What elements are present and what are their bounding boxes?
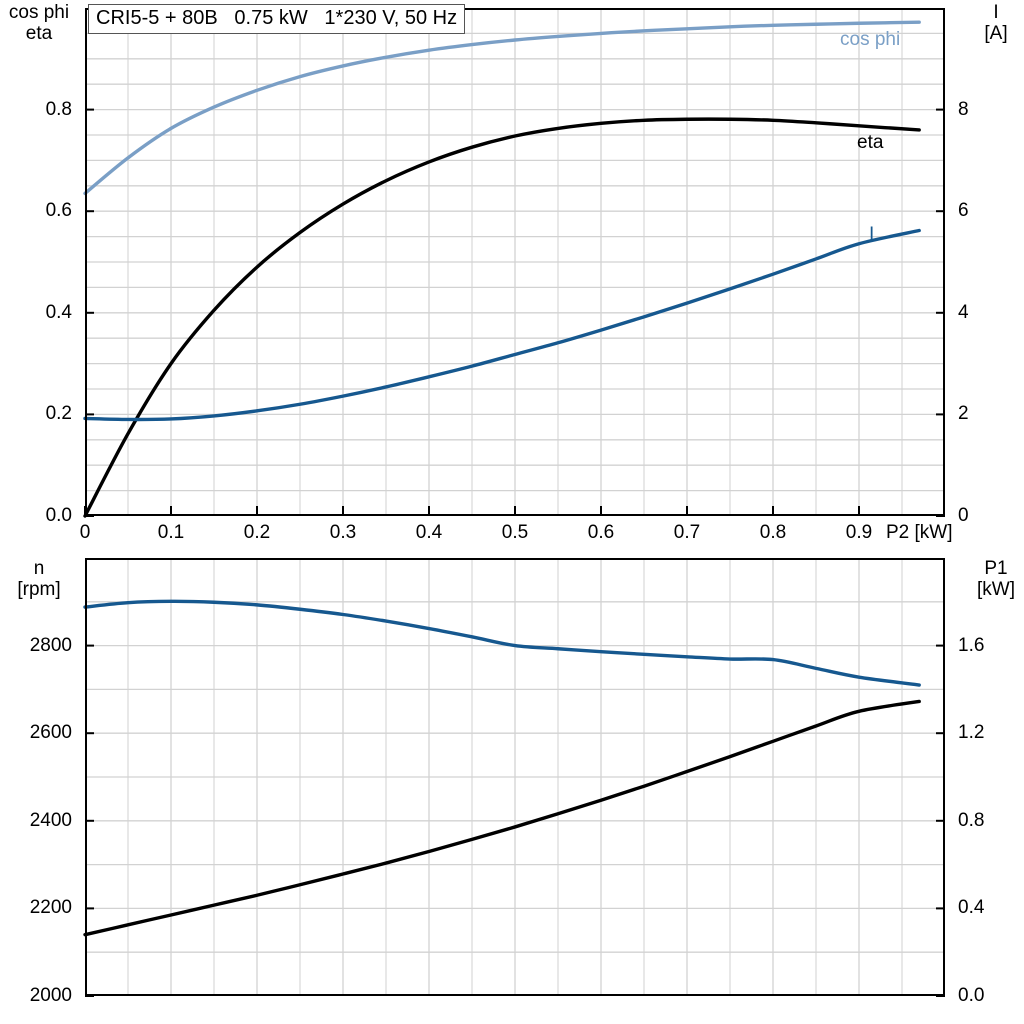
- top-right-tick-3: 6: [958, 200, 969, 222]
- bottom-right-axis-title-line2: [kW]: [977, 579, 1015, 601]
- top-left-axis-title-line1: cos phi: [8, 2, 70, 23]
- top-right-axis-title: I [A]: [968, 2, 1024, 45]
- bottom-plot-area: [83, 558, 945, 997]
- top-right-tick-0: 0: [958, 505, 969, 526]
- bottom-right-tick-4: 1.6: [958, 634, 985, 656]
- top-right-axis-title-line2: [A]: [984, 23, 1008, 45]
- top-left-tick-3: 0.6: [45, 200, 72, 222]
- top-x-tick-6: 0.6: [587, 522, 615, 543]
- top-x-tick-5: 0.5: [501, 522, 529, 543]
- bottom-right-axis-title: P1 [kW]: [968, 558, 1024, 601]
- bottom-right-tick-0: 0.0: [958, 985, 985, 1006]
- bottom-right-tick-1: 0.4: [958, 897, 985, 919]
- bottom-left-tick-1: 2200: [29, 897, 72, 919]
- top-x-tick-1: 0.1: [157, 522, 185, 543]
- bottom-left-tick-2: 2400: [29, 809, 72, 831]
- bottom-left-tick-4: 2800: [29, 634, 72, 656]
- top-x-tick-7: 0.7: [673, 522, 701, 543]
- top-plot-svg: [83, 8, 945, 518]
- top-x-tick-8: 0.8: [759, 522, 787, 543]
- top-chart-panel: cos phi eta I [A] CRI5-5 + 80B 0.75 kW 1…: [0, 2, 1024, 543]
- bottom-left-axis-title: n [rpm]: [0, 558, 78, 601]
- top-x-tick-4: 0.4: [415, 522, 443, 543]
- top-x-tick-2: 0.2: [243, 522, 271, 543]
- top-x-tick-0: 0: [79, 522, 91, 543]
- bottom-left-axis-title-line2: [rpm]: [17, 579, 61, 601]
- bottom-right-tick-2: 0.8: [958, 809, 985, 831]
- top-right-tick-2: 4: [958, 301, 969, 323]
- bottom-left-tick-3: 2600: [29, 722, 72, 744]
- top-left-tick-0: 0.0: [45, 505, 72, 526]
- bottom-right-tick-3: 1.2: [958, 722, 985, 744]
- top-x-tick-3: 0.3: [329, 522, 357, 543]
- curve-label-eta: eta: [857, 132, 884, 153]
- top-left-tick-2: 0.4: [45, 301, 72, 323]
- top-right-axis-title-line1: I: [993, 2, 999, 23]
- curve-label-cos-phi: cos phi: [840, 29, 901, 50]
- top-right-tick-1: 2: [958, 403, 969, 425]
- x-axis-title: P2 [kW]: [886, 522, 953, 543]
- top-left-tick-1: 0.2: [45, 403, 72, 425]
- top-plot-area: [83, 8, 945, 518]
- curve-label-current: I: [869, 224, 875, 245]
- top-left-axis-title: cos phi eta: [0, 2, 78, 45]
- top-right-tick-4: 8: [958, 98, 969, 120]
- bottom-left-tick-0: 2000: [29, 985, 72, 1006]
- bottom-right-axis-title-line1: P1: [984, 558, 1008, 579]
- top-left-axis-title-line2: eta: [25, 23, 53, 45]
- top-left-tick-4: 0.8: [45, 98, 72, 120]
- chart-title-box: CRI5-5 + 80B 0.75 kW 1*230 V, 50 Hz: [88, 4, 466, 34]
- bottom-plot-svg: [83, 558, 945, 997]
- bottom-chart-panel: n [rpm] P1 [kW] 2000 2200 2400 2600 2800 0.0…: [0, 548, 1024, 1024]
- top-x-tick-9: 0.9: [845, 522, 873, 543]
- bottom-left-axis-title-line1: n: [33, 558, 45, 579]
